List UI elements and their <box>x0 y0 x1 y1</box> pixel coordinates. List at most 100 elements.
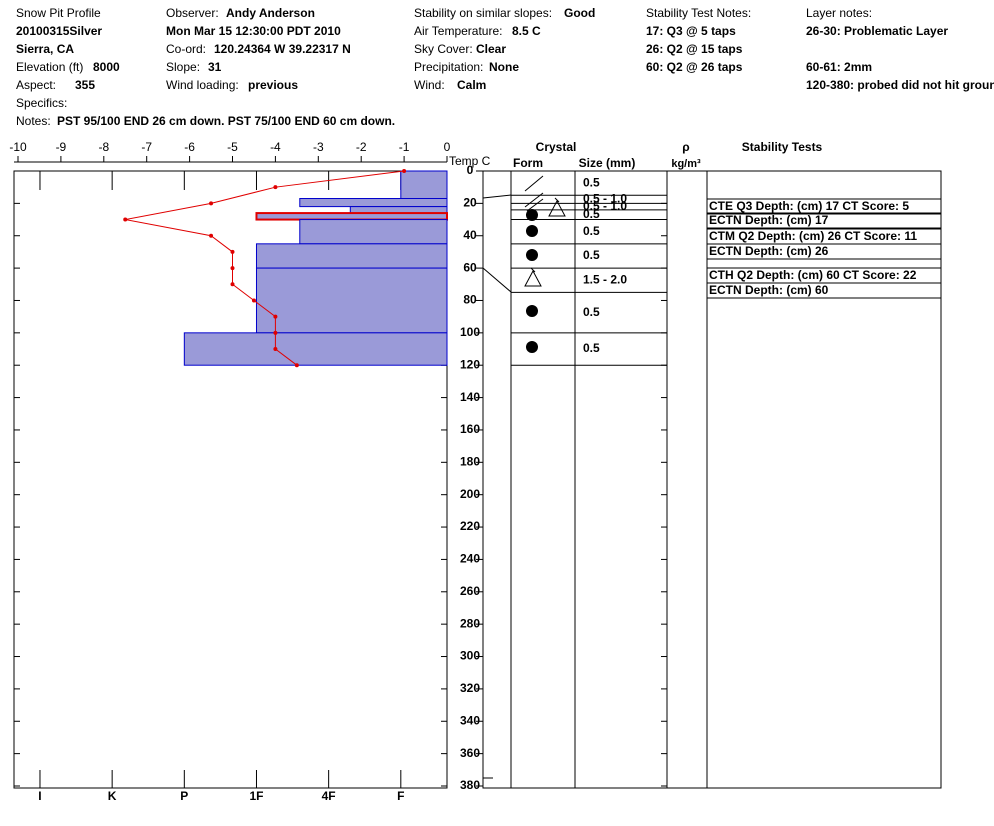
field-label: Aspect: <box>16 78 56 92</box>
row-connector <box>482 194 512 199</box>
depth-tick-label: 120 <box>460 357 480 371</box>
crystal-size: 1.5 - 2.0 <box>583 272 627 286</box>
field-label: Elevation (ft) <box>16 60 83 74</box>
crystal-size: 0.5 <box>583 224 600 238</box>
column-title: Size (mm) <box>579 156 636 170</box>
axis-title: Temp C <box>449 154 491 168</box>
stability-test: CTM Q2 Depth: (cm) 26 CT Score: 11 <box>709 229 917 243</box>
field-label: Stability on similar slopes: <box>414 6 552 20</box>
hardness-tick-label: K <box>108 789 117 803</box>
temperature-point <box>273 330 278 335</box>
hardness-layer <box>183 332 448 366</box>
temperature-point <box>273 185 278 190</box>
field-label: Specifics: <box>16 96 67 110</box>
depth-tick-label: 300 <box>460 649 480 663</box>
temperature-point <box>294 363 299 368</box>
test-note: 60: Q2 @ 26 taps <box>646 60 743 74</box>
crystal-size: 0.5 <box>583 305 600 319</box>
temp-tick-label: -6 <box>184 140 195 154</box>
field-value: 8.5 C <box>512 24 541 38</box>
hardness-layer <box>255 243 448 269</box>
field-value: Clear <box>476 42 506 56</box>
hardness-tick-label: P <box>180 789 188 803</box>
temperature-point <box>273 314 278 319</box>
temperature-point <box>251 298 256 303</box>
depth-tick-label: 200 <box>460 487 480 501</box>
field-value: Calm <box>457 78 486 92</box>
icon-faceted <box>524 269 542 287</box>
row-connector <box>482 267 512 293</box>
depth-tick-label: 320 <box>460 681 480 695</box>
depth-tick-label: 380 <box>460 778 480 792</box>
field-value: PST 95/100 END 26 cm down. PST 75/100 EN… <box>57 114 395 128</box>
field-label: Layer notes: <box>806 6 872 20</box>
column-title: Stability Tests <box>742 140 823 154</box>
date: Mon Mar 15 12:30:00 PDT 2010 <box>166 24 341 38</box>
hardness-layer <box>255 212 449 221</box>
hardness-layer <box>400 170 448 200</box>
icon-decomposing <box>524 175 544 192</box>
crystal-size: 0.5 <box>583 207 600 221</box>
column-title: ρ <box>682 140 689 154</box>
column-title: Crystal <box>536 140 577 154</box>
icon-decomposing <box>526 198 544 212</box>
depth-tick-label: 140 <box>460 390 480 404</box>
hardness-layer <box>299 219 448 245</box>
stability-row <box>706 212 942 229</box>
temp-tick-label: -5 <box>227 140 238 154</box>
temp-tick-label: -1 <box>399 140 410 154</box>
field-label: Notes: <box>16 114 51 128</box>
stability-test: ECTN Depth: (cm) 26 <box>709 244 829 258</box>
field-label: Air Temperature: <box>414 24 502 38</box>
icon-faceted <box>548 199 566 217</box>
depth-tick-label: 280 <box>460 616 480 630</box>
stability-row <box>706 198 942 215</box>
temp-tick-label: -10 <box>9 140 27 154</box>
temp-tick-label: 0 <box>444 140 451 154</box>
temperature-point <box>209 233 214 238</box>
field-value: Good <box>564 6 595 20</box>
hardness-tick-label: F <box>397 789 404 803</box>
temperature-point <box>209 201 214 206</box>
hardness-layer <box>299 198 448 208</box>
crystal-dots <box>526 209 538 353</box>
field-label: Precipitation: <box>414 60 483 74</box>
depth-tick-label: 80 <box>463 293 477 307</box>
field-label: Stability Test Notes: <box>646 6 751 20</box>
temperature-point <box>402 169 407 173</box>
temp-tick-label: -4 <box>270 140 281 154</box>
crystal-frame <box>482 170 942 789</box>
field-value: 8000 <box>93 60 120 74</box>
icon-rounded <box>526 305 538 317</box>
location: Sierra, CA <box>16 42 74 56</box>
temp-tick-label: -9 <box>56 140 67 154</box>
depth-tick-label: 360 <box>460 746 480 760</box>
field-value: Andy Anderson <box>226 6 315 20</box>
temp-tick-label: -3 <box>313 140 324 154</box>
column-title: kg/m³ <box>671 158 701 170</box>
temperature-point <box>273 347 278 352</box>
field-value: 31 <box>208 60 222 74</box>
depth-tick-label: 20 <box>463 196 477 210</box>
field-value: 355 <box>75 78 95 92</box>
field-value: None <box>489 60 519 74</box>
depth-tick-label: 340 <box>460 713 480 727</box>
field-label: Wind: <box>414 78 445 92</box>
icon-rounded <box>526 209 538 221</box>
depth-tick-label: 260 <box>460 584 480 598</box>
layer-note: 120-380: probed did not hit ground <box>806 78 994 92</box>
title: Snow Pit Profile <box>16 6 101 20</box>
field-value: previous <box>248 78 298 92</box>
crystal-size: 0.5 - 1.0 <box>583 191 627 205</box>
icon-rounded <box>526 341 538 353</box>
icon-rounded <box>526 249 538 261</box>
temperature-point <box>230 282 235 287</box>
stability-test: ECTN Depth: (cm) 60 <box>709 283 829 297</box>
crystal-size: 0.5 - 1.0 <box>583 199 627 213</box>
icon-faceted-mark <box>554 197 560 203</box>
hardness-tick-label: 4F <box>322 789 336 803</box>
pit-name: 20100315Silver <box>16 24 102 38</box>
crystal-size: 0.5 <box>583 175 600 189</box>
